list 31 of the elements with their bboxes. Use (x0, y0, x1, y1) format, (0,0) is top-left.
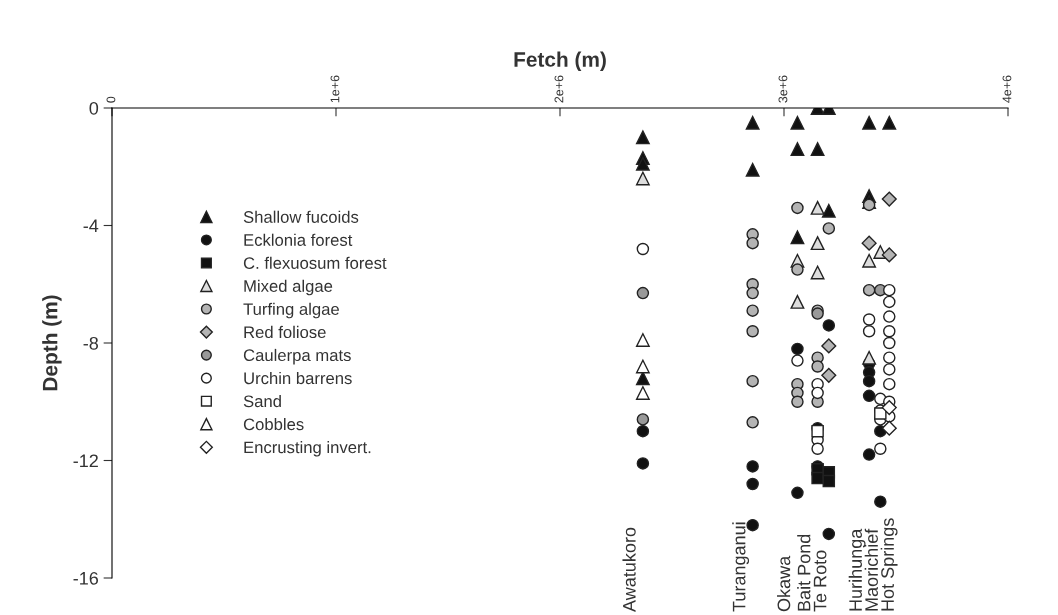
legend-label: Encrusting invert. (244, 441, 371, 457)
y-tick-label: -8 (83, 336, 99, 350)
legend-label: Red foliose (244, 325, 326, 339)
annotation: Turanganui (732, 522, 750, 612)
annotation: Hot Springs (880, 518, 898, 611)
legend-label: Sand (243, 394, 281, 408)
legend-label: Ecklonia forest (244, 233, 353, 246)
legend-label: Urchin barrens (244, 371, 352, 385)
legend-label: Shallow fucoids (243, 210, 359, 223)
annotation: Okawa (777, 555, 791, 612)
legend-label: Mixed algae (244, 279, 333, 296)
legend-label: Cobbles (243, 417, 304, 431)
annotation: Awatukoro (622, 527, 636, 612)
annotation: Hurihunga (848, 528, 866, 611)
x-tick-label: 3e+6 (778, 75, 788, 103)
annotation: Maorichief (864, 528, 878, 611)
x-tick-label: 2e+6 (554, 75, 564, 103)
legend-label: Turfing algae (243, 302, 339, 319)
y-tick-label: 0 (89, 101, 99, 115)
annotation: Te Roto (813, 550, 827, 612)
legend-label: C. flexuosum forest (243, 256, 387, 269)
y-axis-title: Depth (m) (42, 295, 62, 391)
annotation: Bait Pond (797, 534, 811, 611)
legend-label: Caulerpa mats (243, 348, 351, 365)
y-tick-label: -4 (83, 219, 99, 233)
y-tick-label: -12 (73, 454, 98, 468)
x-axis-title: Fetch (m) (514, 51, 606, 71)
x-tick-label: 4e+6 (1002, 75, 1012, 103)
x-tick-label: 0 (106, 96, 116, 103)
x-tick-label: 1e+6 (330, 75, 340, 103)
y-tick-label: -16 (73, 571, 99, 585)
